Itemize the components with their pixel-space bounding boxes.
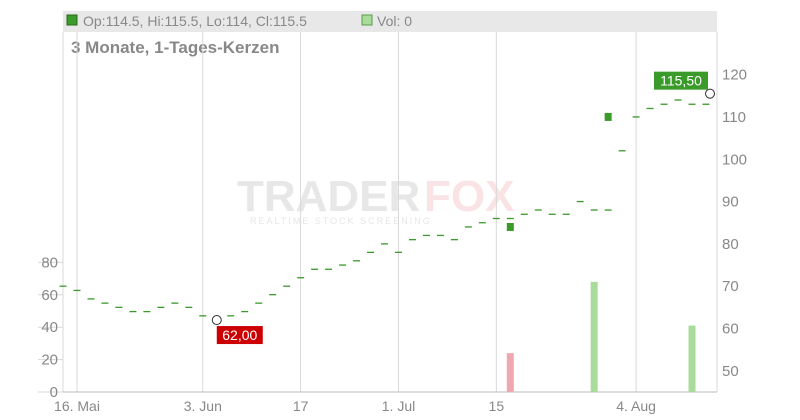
x-tick-label: 16. Mai: [54, 398, 100, 414]
header-bar: [63, 11, 717, 32]
x-tick-label: 4. Aug: [616, 398, 656, 414]
price-candle-body: [604, 112, 612, 121]
volume-tick-label: 20: [41, 352, 58, 369]
watermark: TRADER FOX REALTIME STOCK SCREENING: [237, 172, 514, 226]
volume-legend-swatch: [361, 14, 373, 26]
last-price-badge: [654, 71, 708, 90]
price-tick-label: 100: [722, 151, 747, 168]
chart-subtitle: 3 Monate, 1-Tages-Kerzen: [71, 38, 279, 57]
low-price-label: 62,00: [222, 327, 257, 343]
last-price-label: 115,50: [660, 73, 702, 89]
last-price-dot: [705, 88, 715, 99]
watermark-subtext: REALTIME STOCK SCREENING: [250, 216, 432, 226]
price-tick-label: 80: [722, 236, 739, 253]
ohlc-legend-label: Op:114.5, Hi:115.5, Lo:114, Cl:115.5: [83, 13, 307, 29]
volume-bar: [688, 325, 696, 392]
volume-tick-label: 60: [41, 287, 58, 304]
volume-bar: [590, 281, 598, 392]
price-tick-label: 120: [722, 67, 747, 84]
volume-tick-label: 40: [41, 319, 58, 336]
ohlc-legend-swatch: [66, 14, 78, 26]
volume-tick-label: 80: [41, 254, 58, 271]
price-tick-label: 50: [722, 363, 739, 380]
price-tick-label: 90: [722, 194, 739, 211]
price-tick-label: 70: [722, 278, 739, 295]
price-tick-label: 60: [722, 321, 739, 338]
watermark-text-a: TRADER: [237, 172, 420, 221]
x-tick-label: 15: [489, 398, 505, 414]
x-tick-label: 1. Jul: [382, 398, 415, 414]
price-tick-label: 110: [722, 109, 746, 126]
x-tick-label: 3. Jun: [184, 398, 222, 414]
volume-tick-label: 0: [50, 384, 58, 401]
x-tick-label: 17: [293, 398, 309, 414]
price-candle-body: [506, 222, 514, 231]
watermark-text-b: FOX: [424, 172, 514, 221]
volume-bar: [506, 353, 514, 392]
low-price-dot: [211, 315, 222, 326]
volume-legend-label: Vol: 0: [377, 13, 412, 29]
low-price-badge: [216, 326, 263, 345]
